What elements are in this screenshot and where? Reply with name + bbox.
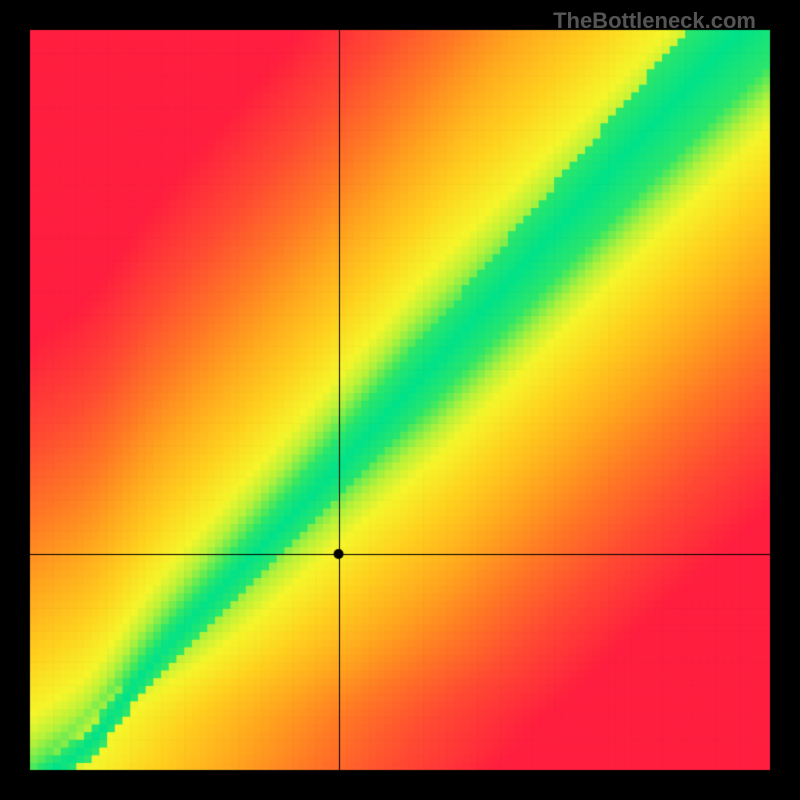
chart-stage: TheBottleneck.com [0, 0, 800, 800]
bottleneck-heatmap-canvas [0, 0, 800, 800]
watermark-label: TheBottleneck.com [553, 8, 756, 34]
